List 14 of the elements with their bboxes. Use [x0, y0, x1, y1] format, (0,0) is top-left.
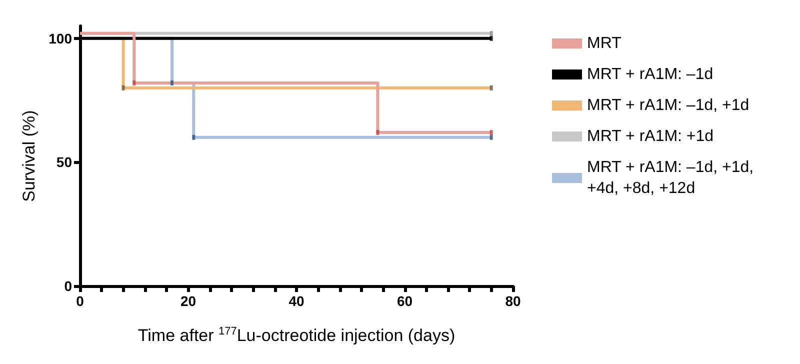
y-tick-label: 0 [64, 278, 72, 294]
y-axis-title: Survival (%) [20, 110, 39, 202]
x-tick-label: 40 [288, 293, 304, 309]
legend-label: MRT + rA1M: –1d, +1d [587, 97, 750, 114]
legend-label: MRT + rA1M: –1d, +1d, +4d, +8d, +12d [587, 159, 758, 197]
legend-label: MRT [587, 35, 622, 52]
legend-label: MRT + rA1M: –1d [587, 66, 714, 83]
y-tick-label: 100 [48, 30, 72, 46]
x-tick-label: 60 [396, 293, 413, 309]
legend-label: MRT + rA1M: +1d [587, 128, 714, 145]
x-tick-label: 80 [505, 293, 521, 309]
y-tick-label: 50 [56, 154, 72, 170]
x-tick-label: 20 [180, 293, 196, 309]
x-tick-label: 0 [76, 293, 84, 309]
